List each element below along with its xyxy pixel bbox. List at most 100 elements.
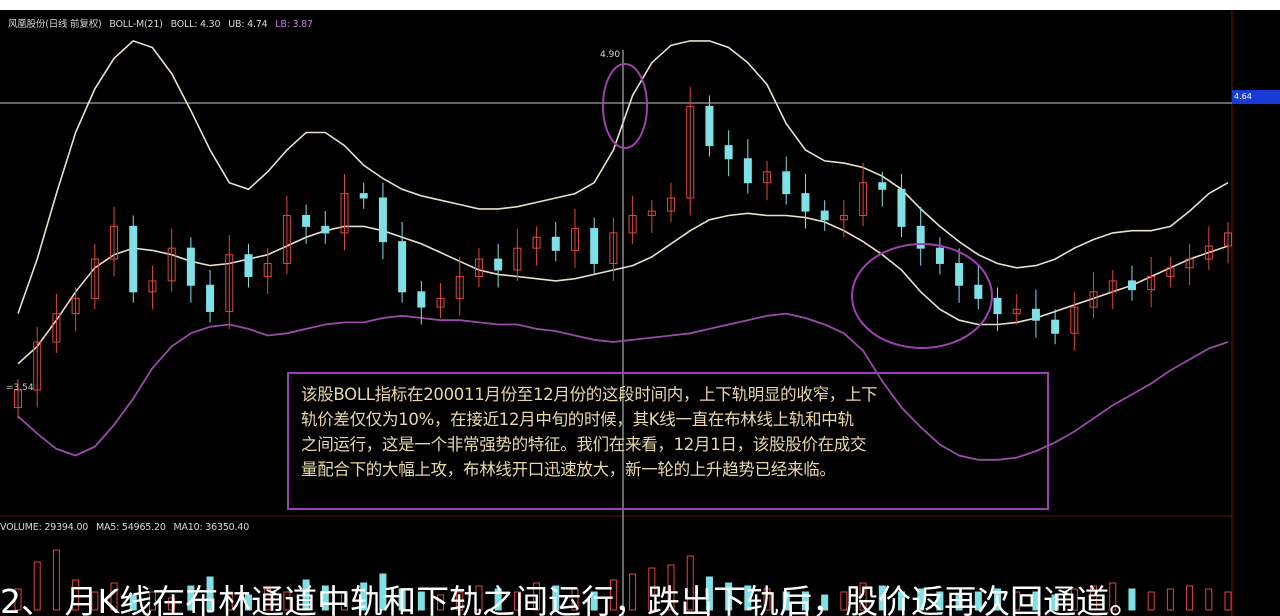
candle-body [33, 341, 42, 391]
candle-body [667, 197, 676, 212]
candle-body [398, 241, 407, 293]
volume-bar [110, 582, 118, 611]
volume-bar [994, 588, 1002, 611]
candle-body [52, 313, 61, 343]
candle-body [1185, 258, 1194, 269]
volume-bar [379, 573, 387, 611]
candle-body [897, 188, 906, 227]
caption: 2、 月K线在布林通道中轨和下轨之间运行，跌出下轨后，股价返再次回通道。 [0, 582, 1143, 616]
highlight-circle-peak [602, 63, 648, 149]
candle-body [743, 158, 752, 184]
volume-bar [744, 585, 752, 611]
candle-body [628, 214, 637, 234]
candle-body [244, 254, 253, 278]
lb-left-label: =3.54 [6, 383, 34, 393]
lb-value: LB: 3.87 [275, 19, 313, 30]
volume-bar [590, 591, 598, 611]
candle-body [148, 280, 157, 293]
candle-body [974, 284, 983, 299]
volume-bar [52, 549, 60, 611]
candle-body [916, 225, 925, 249]
volume-bar [302, 579, 310, 611]
volume-bar [552, 585, 560, 611]
volume-bar [533, 582, 541, 611]
price-axis-label: 4.64 [1232, 90, 1280, 104]
candle-layer [14, 86, 1232, 419]
volume-bar [1224, 591, 1232, 611]
candle-body [724, 145, 733, 160]
volume-bar [821, 594, 829, 611]
ma5-value: MA5: 54965.20 [95, 522, 166, 533]
volume-bar [341, 591, 349, 611]
candle-body [1147, 276, 1156, 291]
volume-bar [648, 567, 656, 611]
volume-bar [1109, 582, 1117, 611]
volume-bar [1147, 591, 1155, 611]
highlight-circle-squeeze [851, 243, 993, 349]
candle-body [321, 225, 330, 234]
candle-body [186, 247, 195, 286]
volume-bar [917, 588, 925, 611]
candle-body [763, 171, 772, 184]
volume-bar [936, 591, 944, 611]
volume-layer [14, 549, 1232, 611]
volume-bar [456, 591, 464, 611]
volume-bar [437, 594, 445, 611]
volume-bar [629, 573, 637, 611]
volume-bar [897, 591, 905, 611]
volume-value: VOLUME: 29394.00 [0, 522, 89, 533]
ub-value: UB: 4.74 [228, 19, 268, 30]
candle-body [513, 247, 522, 271]
candle-body [609, 232, 618, 264]
candle-body [955, 262, 964, 286]
chart-stage: 风凰股份(日线 前复权) BOLL-M(21) BOLL: 4.30 UB: 4… [0, 10, 1280, 616]
candle-body [1031, 308, 1040, 321]
annotation-line: 量配合下的大幅上攻，布林线开口迅速放大，新一轮的上升趋势已经来临。 [301, 460, 836, 479]
volume-bar [571, 588, 579, 611]
candle-body [570, 228, 579, 251]
candle-body [1108, 280, 1117, 293]
candle-body [878, 182, 887, 190]
volume-bar [148, 591, 156, 611]
candle-body [551, 236, 560, 251]
candle-body [206, 284, 215, 312]
candle-body [1166, 267, 1175, 278]
volume-bar [264, 588, 272, 611]
volume-bar [801, 591, 809, 611]
volume-bar [33, 561, 41, 611]
volume-bar [417, 591, 425, 611]
volume-bar [878, 585, 886, 611]
candle-body [532, 236, 541, 249]
candle-body [340, 193, 349, 234]
volume-bar [955, 594, 963, 611]
boll-header: 风凰股份(日线 前复权) BOLL-M(21) BOLL: 4.30 UB: 4… [8, 16, 318, 30]
grid-layer [0, 10, 1233, 616]
volume-bar [974, 591, 982, 611]
volume-bar [1013, 591, 1021, 611]
volume-bar [494, 588, 502, 611]
volume-bar [667, 564, 675, 611]
volume-bar [859, 582, 867, 611]
upper-band-line [17, 39, 1229, 314]
annotation-line: 该股BOLL指标在200011月份至12月份的这段时间内，上下轨明显的收窄，上下 [301, 385, 878, 404]
volume-bar [475, 585, 483, 611]
volume-bar [321, 585, 329, 611]
window-top-strip [0, 0, 1280, 10]
candle-body [1089, 291, 1098, 308]
candle-body [993, 297, 1002, 315]
volume-bar [609, 579, 617, 611]
candle-body [302, 214, 311, 227]
candle-body [417, 291, 426, 308]
candle-body [71, 297, 80, 315]
candle-body [1204, 245, 1213, 260]
volume-bar [168, 597, 176, 611]
crosshair-price: 4.90 [600, 50, 621, 60]
candle-body [935, 247, 944, 264]
candle-body [14, 389, 22, 408]
candle-body [455, 276, 464, 299]
volume-bar [283, 591, 291, 611]
volume-bar [225, 591, 233, 611]
overlay-layer [602, 63, 993, 349]
middle-band-line [17, 212, 1229, 365]
volume-header: VOLUME: 29394.00 MA5: 54965.20 MA10: 363… [0, 522, 254, 533]
